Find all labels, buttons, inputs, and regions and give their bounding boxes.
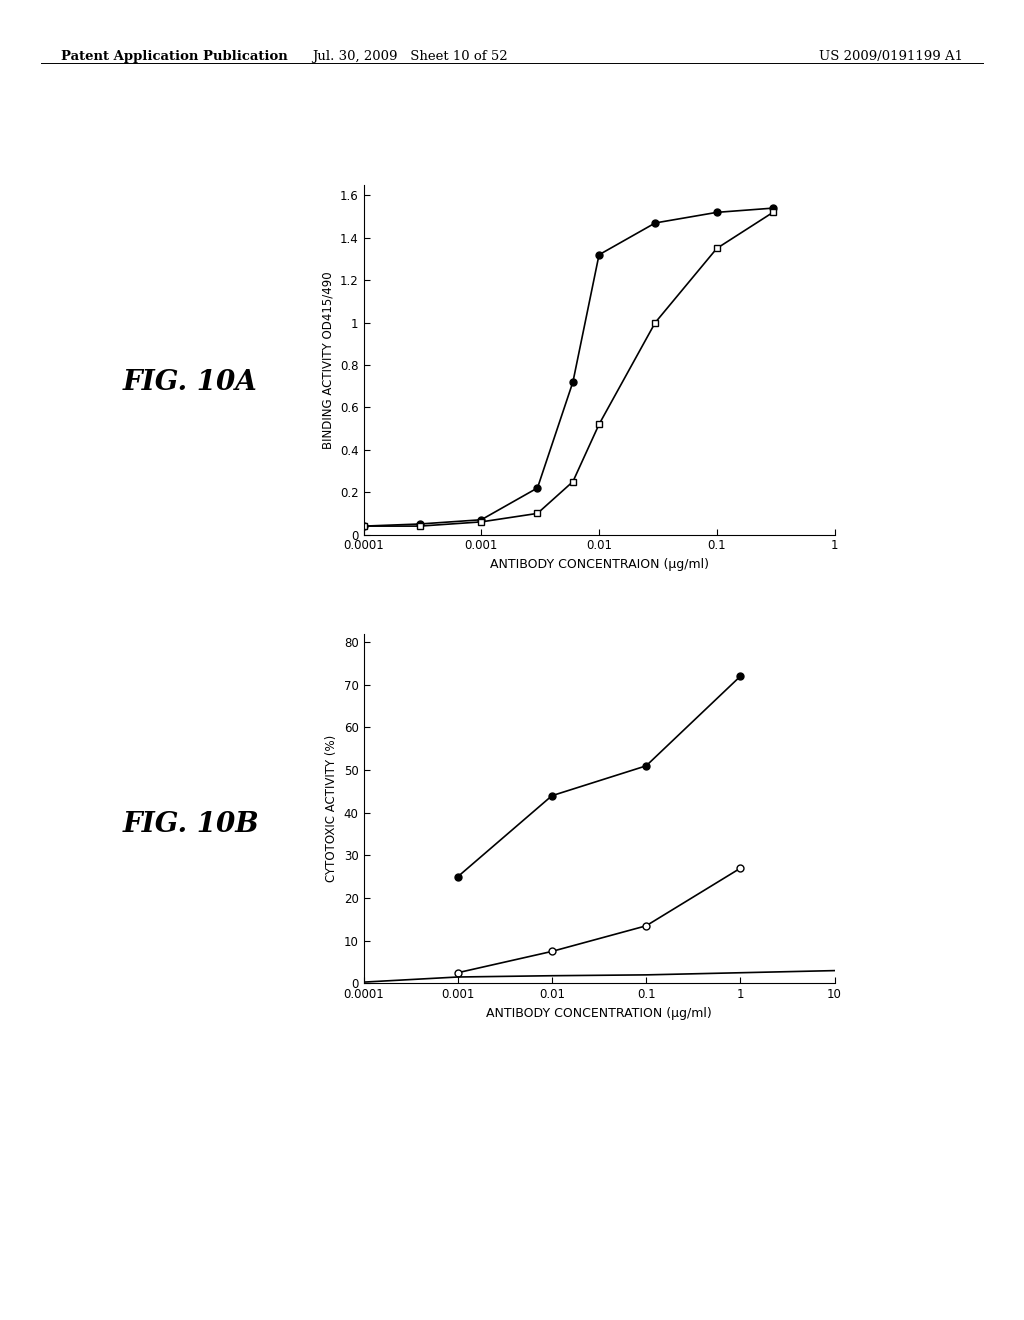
X-axis label: ANTIBODY CONCENTRATION (μg/ml): ANTIBODY CONCENTRATION (μg/ml) — [486, 1007, 712, 1020]
Y-axis label: BINDING ACTIVITY OD415/490: BINDING ACTIVITY OD415/490 — [322, 271, 335, 449]
Y-axis label: CYTOTOXIC ACTIVITY (%): CYTOTOXIC ACTIVITY (%) — [326, 735, 338, 882]
Text: Jul. 30, 2009   Sheet 10 of 52: Jul. 30, 2009 Sheet 10 of 52 — [311, 50, 508, 63]
X-axis label: ANTIBODY CONCENTRAION (μg/ml): ANTIBODY CONCENTRAION (μg/ml) — [489, 558, 709, 572]
Text: Patent Application Publication: Patent Application Publication — [61, 50, 288, 63]
Text: FIG. 10B: FIG. 10B — [123, 812, 260, 838]
Text: US 2009/0191199 A1: US 2009/0191199 A1 — [818, 50, 963, 63]
Text: FIG. 10A: FIG. 10A — [123, 370, 258, 396]
